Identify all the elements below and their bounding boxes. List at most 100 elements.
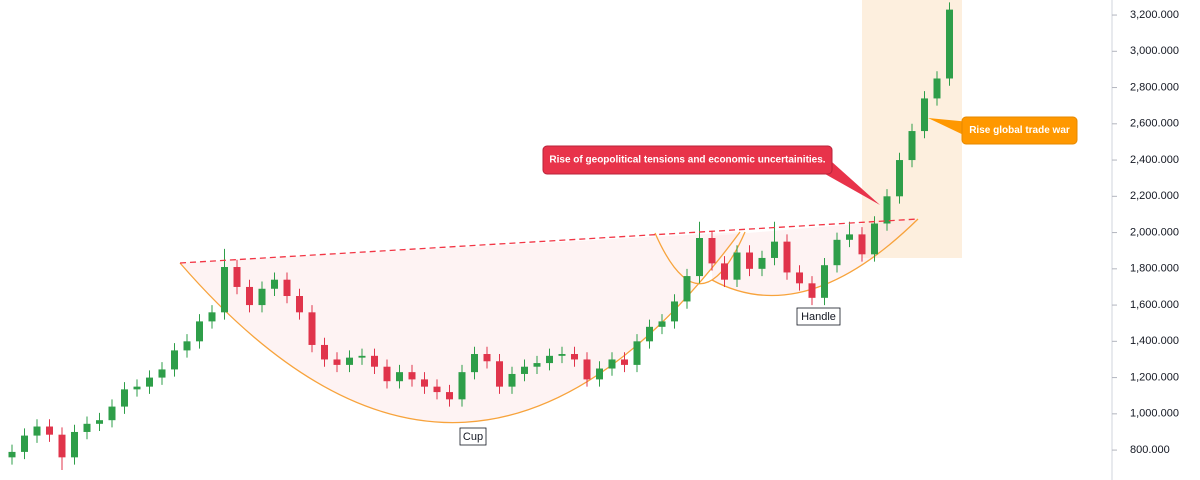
candle-body <box>671 301 678 322</box>
callout-pointer <box>928 118 970 138</box>
handle-label: Handle <box>801 311 836 323</box>
y-tick-label: 1,600.000 <box>1130 299 1179 311</box>
candle-body <box>83 423 91 432</box>
callout-text: Rise of geopolitical tensions and econom… <box>549 155 825 166</box>
y-tick-label: 2,800.000 <box>1130 81 1179 93</box>
y-tick-label: 1,000.000 <box>1130 408 1179 420</box>
cup-label: Cup <box>463 431 483 443</box>
candle-body <box>758 257 766 269</box>
candle-body <box>33 426 41 436</box>
candle-body <box>508 373 516 387</box>
y-tick-label: 1,800.000 <box>1130 263 1179 275</box>
candle-body <box>346 357 353 365</box>
candle-body <box>8 451 16 458</box>
candle-body <box>121 389 128 407</box>
y-axis: 800.000 1,000.000 1,200.000 1,400.000 1,600.… <box>1112 9 1179 456</box>
candle-body <box>421 379 428 387</box>
candle-body <box>471 354 478 373</box>
candle-body <box>871 223 878 255</box>
candle-body <box>296 296 303 313</box>
candle-body <box>796 272 803 284</box>
candle-body <box>808 283 816 298</box>
candle-body <box>908 131 916 161</box>
candle-body <box>233 267 241 287</box>
candle-body <box>833 239 841 266</box>
candle-body <box>746 252 753 269</box>
candle-body <box>171 350 178 370</box>
candle-body <box>221 267 228 313</box>
candle-body <box>633 341 641 365</box>
candle-body <box>558 354 566 356</box>
candle-body <box>321 344 328 360</box>
callout <box>961 116 1078 145</box>
y-tick-label: 2,400.000 <box>1130 154 1179 166</box>
candle-body <box>708 238 716 264</box>
candle-body <box>133 386 141 390</box>
candle-body <box>846 234 853 240</box>
label-box <box>459 427 487 446</box>
candle-body <box>158 369 166 378</box>
cup-shade <box>180 232 740 423</box>
candle-body <box>196 321 203 342</box>
callout <box>542 145 833 175</box>
y-tick-label: 800.000 <box>1130 444 1170 456</box>
label-box <box>796 307 841 326</box>
candle-body <box>246 286 253 306</box>
candle-body <box>333 359 341 365</box>
candle-body <box>883 196 891 224</box>
y-tick-label: 1,200.000 <box>1130 371 1179 383</box>
candle-body <box>408 372 416 380</box>
y-tick-label: 2,000.000 <box>1130 226 1179 238</box>
candle-body <box>821 265 828 298</box>
candle-body <box>46 426 53 435</box>
candle-body <box>771 241 778 258</box>
candle-body <box>396 372 403 382</box>
candle-body <box>496 361 503 387</box>
candle-body <box>371 355 378 367</box>
candle-body <box>146 377 153 387</box>
candle-body <box>933 78 941 99</box>
candle-body <box>183 341 191 351</box>
candle-body <box>783 241 791 273</box>
y-tick-label: 3,200.000 <box>1130 9 1179 21</box>
handle-shade <box>712 219 918 296</box>
candle-body <box>721 263 728 280</box>
candle-body <box>283 279 291 297</box>
y-tick-label: 2,600.000 <box>1130 118 1179 130</box>
candle-body <box>533 363 541 367</box>
candle-body <box>308 312 316 345</box>
candle-body <box>483 354 491 362</box>
candle-body <box>658 321 666 327</box>
candle-body <box>696 238 703 277</box>
candle-body <box>571 354 578 360</box>
candle-body <box>596 368 603 380</box>
candle-body <box>271 279 278 289</box>
candle-body <box>358 355 366 358</box>
candle-body <box>546 355 553 364</box>
candle-body <box>896 160 903 197</box>
candle-body <box>458 372 466 400</box>
y-tick-label: 3,000.000 <box>1130 45 1179 57</box>
candle-body <box>921 98 928 132</box>
candle-body <box>108 406 116 421</box>
candle-body <box>646 326 653 342</box>
candle-body <box>733 252 741 280</box>
y-tick-label: 2,200.000 <box>1130 190 1179 202</box>
candle-body <box>21 435 28 452</box>
candle-body <box>521 366 528 374</box>
candle-body <box>71 431 78 458</box>
candle-body <box>446 392 453 400</box>
candle-body <box>58 434 66 458</box>
resistance-line <box>179 218 919 264</box>
candle-body <box>946 9 953 79</box>
candle-body <box>208 312 216 322</box>
callout-pointer <box>818 162 880 205</box>
candle-body <box>383 366 391 382</box>
y-tick-label: 1,400.000 <box>1130 335 1179 347</box>
candle-body <box>433 386 441 393</box>
callout-text: Rise global trade war <box>969 125 1070 136</box>
candle-body <box>683 276 691 302</box>
candle-body <box>96 420 103 424</box>
